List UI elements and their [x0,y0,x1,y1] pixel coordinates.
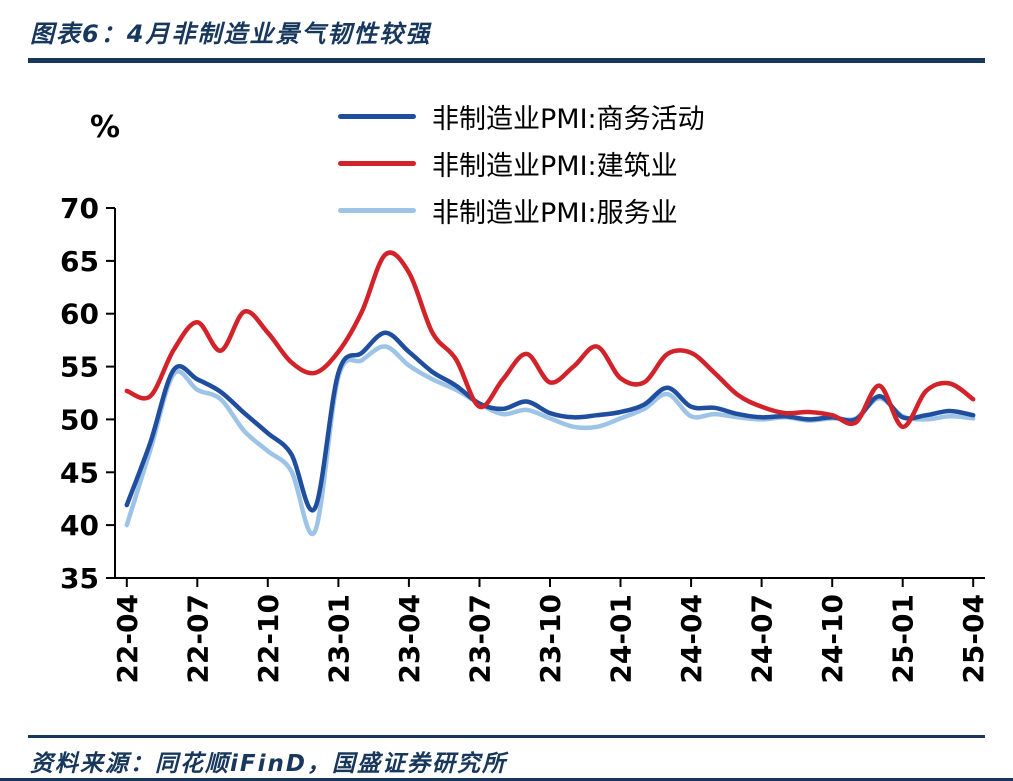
legend-line-construction [338,160,416,166]
x-tick-label: 24-10 [816,594,849,684]
x-tick-label: 24-01 [605,594,638,684]
y-tick-label: 50 [60,403,99,436]
figure-title: 图表6：4月非制造业景气韧性较强 [30,20,432,48]
legend-label-services: 非制造业PMI:服务业 [432,197,678,229]
y-axis-unit-label: % [90,110,121,145]
legend-item-construction: 非制造业PMI:建筑业 [338,143,705,183]
pmi-line-chart: 35 40 45 50 55 60 65 70 22-04 22-07 22-10 23-01 23-0… [60,192,990,684]
source-note: 资料来源：同花顺iFinD，国盛证券研究所 [30,751,507,777]
x-tick-label: 23-10 [534,594,567,684]
footer-divider-bottom [0,778,1013,781]
y-tick-label: 55 [60,351,99,384]
y-tick-label: 40 [60,509,99,542]
chart-legend: 非制造业PMI:商务活动 非制造业PMI:建筑业 非制造业PMI:服务业 [338,96,705,230]
x-tick-label: 23-04 [393,594,426,684]
y-tick-label: 35 [60,562,99,595]
x-tick-label: 23-07 [464,594,497,684]
y-tick-label: 65 [60,245,99,278]
y-tick-label: 70 [60,192,99,225]
x-tick-label: 25-01 [887,594,920,684]
legend-item-services: 非制造业PMI:服务业 [338,190,705,230]
chart-area: 35 40 45 50 55 60 65 70 22-04 22-07 22-10 23-01 23-0… [0,80,1013,735]
y-tick-label: 60 [60,298,99,331]
series-line-2 [124,344,976,537]
x-tick-label: 22-07 [181,594,214,684]
x-tick-label: 24-04 [675,594,708,684]
x-tick-label: 24-07 [746,594,779,684]
footer-divider-top [28,735,985,738]
legend-item-business-activity: 非制造业PMI:商务活动 [338,96,705,136]
legend-line-business-activity [338,113,416,119]
series-line-0 [124,330,976,513]
x-tick-label: 23-01 [322,594,355,684]
series-line-1 [124,250,976,430]
x-tick-label: 22-10 [252,594,285,684]
y-tick-label: 45 [60,456,99,489]
legend-label-construction: 非制造业PMI:建筑业 [432,150,678,182]
legend-label-business-activity: 非制造业PMI:商务活动 [432,103,705,135]
x-tick-label: 22-04 [111,594,144,684]
legend-line-services [338,207,416,213]
x-tick-label: 25-04 [957,594,990,684]
title-divider [28,58,985,63]
